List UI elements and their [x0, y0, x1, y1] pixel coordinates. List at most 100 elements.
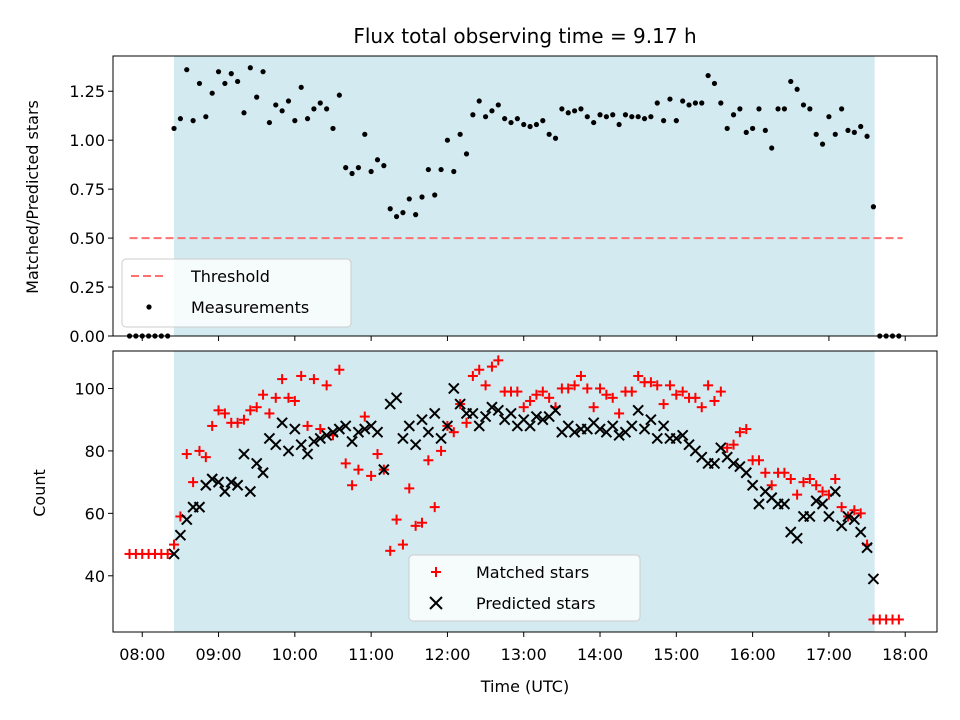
- data-point-stroke: [759, 485, 772, 498]
- data-point-stroke: [727, 457, 740, 470]
- data-point: [537, 413, 549, 426]
- data-point: [540, 118, 546, 124]
- data-point: [467, 370, 478, 381]
- count-plot: 40 60 80 100 08:00 09:00 10:00 11:00 12:00 13:00 1…: [74, 350, 938, 664]
- data-point: [355, 165, 362, 171]
- data-point: [654, 100, 660, 106]
- data-point: [848, 513, 861, 526]
- data-point-stroke: [492, 404, 505, 417]
- data-point: [829, 485, 841, 498]
- data-point: [638, 423, 651, 435]
- data-point: [209, 90, 215, 96]
- data-point: [413, 212, 419, 218]
- data-point: [546, 131, 552, 137]
- data-point: [404, 483, 415, 494]
- data-point-stroke: [816, 498, 829, 510]
- data-point: [359, 423, 371, 435]
- data-point: [390, 392, 403, 404]
- data-point: [304, 116, 311, 122]
- x-tick-label: 10:00: [272, 645, 318, 664]
- data-point: [244, 485, 257, 498]
- data-point-stroke: [657, 420, 670, 432]
- data-point: [864, 133, 870, 139]
- data-point-stroke: [352, 426, 365, 438]
- data-point: [352, 426, 365, 438]
- data-point: [317, 100, 323, 106]
- data-point-stroke: [276, 417, 288, 429]
- data-point-stroke: [823, 510, 835, 523]
- data-point: [215, 69, 222, 75]
- data-point: [858, 123, 864, 130]
- data-point-stroke: [301, 448, 314, 460]
- data-point: [854, 526, 867, 538]
- data-point: [718, 100, 724, 106]
- data-point: [193, 501, 206, 513]
- legend-label-matched-stars: Matched stars: [476, 563, 589, 582]
- data-point: [785, 474, 796, 485]
- data-point: [832, 131, 838, 137]
- data-point: [867, 573, 880, 585]
- data-point: [711, 80, 718, 87]
- data-point: [769, 145, 775, 151]
- legend-label-predicted-stars: Predicted stars: [476, 594, 596, 613]
- data-point: [400, 210, 406, 216]
- data-point: [238, 414, 249, 425]
- data-point-stroke: [810, 495, 822, 507]
- data-point: [235, 78, 241, 85]
- count-y-tick-label: 100: [74, 379, 105, 398]
- data-point: [177, 116, 183, 122]
- data-point: [330, 125, 336, 132]
- data-point: [419, 194, 425, 200]
- data-point: [855, 508, 866, 519]
- data-point: [349, 170, 355, 177]
- data-point-stroke: [861, 541, 873, 554]
- data-point: [760, 467, 771, 478]
- data-point-stroke: [295, 438, 307, 451]
- data-point: [525, 395, 536, 406]
- data-point: [285, 98, 292, 104]
- count-axes-frame: [112, 350, 938, 633]
- data-point: [298, 84, 304, 90]
- data-point: [680, 98, 686, 104]
- data-point: [311, 106, 317, 112]
- data-point-stroke: [346, 435, 358, 448]
- data-point: [422, 426, 435, 438]
- data-point: [257, 467, 269, 479]
- data-point-stroke: [549, 404, 562, 417]
- data-point: [788, 78, 794, 85]
- data-point: [222, 80, 228, 87]
- data-point: [658, 399, 669, 410]
- data-point-stroke: [339, 420, 352, 432]
- data-point: [474, 364, 485, 375]
- data-point: [800, 102, 807, 108]
- data-point: [397, 432, 409, 445]
- data-point: [241, 110, 247, 116]
- data-point-stroke: [441, 420, 454, 432]
- data-point: [162, 548, 173, 559]
- data-point: [333, 423, 346, 435]
- data-point: [756, 106, 762, 112]
- data-point: [315, 424, 326, 435]
- data-point-stroke: [333, 423, 346, 435]
- data-point: [836, 502, 847, 513]
- data-point: [301, 448, 314, 460]
- data-point: [435, 432, 447, 445]
- data-point: [292, 118, 298, 124]
- data-point: [219, 408, 230, 419]
- data-point: [410, 520, 421, 531]
- data-point: [804, 474, 815, 485]
- data-point: [582, 383, 593, 394]
- data-point-stroke: [270, 438, 282, 451]
- data-point-stroke: [467, 407, 479, 420]
- data-point: [308, 435, 320, 448]
- legend-label-threshold: Threshold: [190, 267, 270, 286]
- data-point: [207, 420, 218, 431]
- data-point: [320, 429, 333, 442]
- data-point: [417, 517, 427, 528]
- data-point: [651, 432, 663, 445]
- data-point: [444, 137, 451, 143]
- data-point: [798, 477, 809, 488]
- data-point-stroke: [721, 451, 733, 463]
- data-point: [251, 402, 262, 413]
